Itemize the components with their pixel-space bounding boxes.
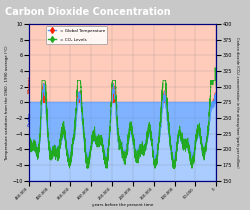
Text: Warmer: Warmer bbox=[28, 75, 32, 93]
Bar bbox=[29, 102, 216, 181]
Bar bbox=[29, 24, 216, 102]
Legend: = Global Temperature, = CO₂ Levels: = Global Temperature, = CO₂ Levels bbox=[46, 26, 107, 44]
Text: Cooler: Cooler bbox=[28, 112, 32, 126]
Y-axis label: Temperature variations from the 1960 - 1990 average (°C): Temperature variations from the 1960 - 1… bbox=[5, 45, 9, 160]
Text: Carbon Dioxide Concentration: Carbon Dioxide Concentration bbox=[5, 7, 170, 17]
X-axis label: years before the present time: years before the present time bbox=[92, 203, 153, 207]
Y-axis label: Carbon dioxide (CO₂) concentration in the atmosphere (parts per million): Carbon dioxide (CO₂) concentration in th… bbox=[235, 37, 239, 168]
